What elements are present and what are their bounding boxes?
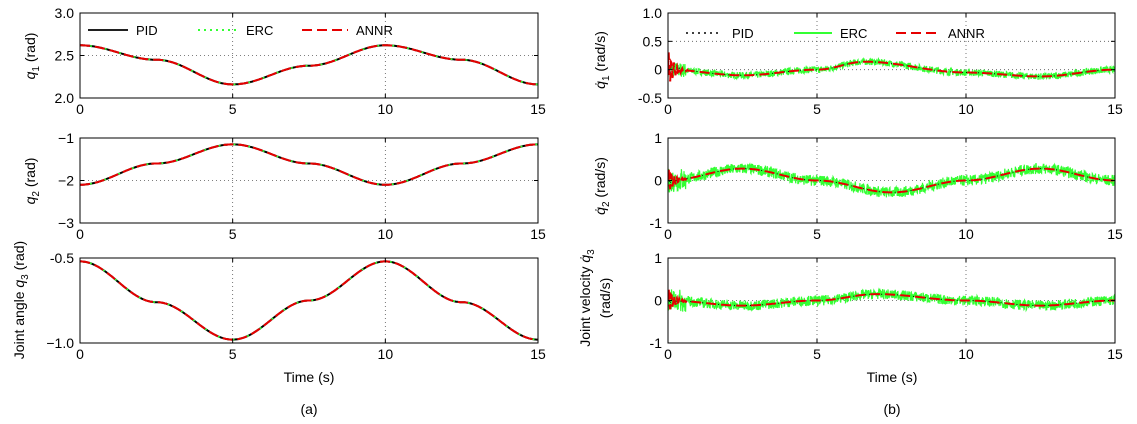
- plot-area-b1: [668, 52, 1115, 82]
- legend-b-annr-label: ANNR: [948, 26, 985, 41]
- panel-label-b: (b): [883, 401, 900, 417]
- xtick-label-b2: 5: [813, 226, 821, 242]
- plot-area-a1: [80, 44, 538, 86]
- series-erc-b2: [668, 162, 1115, 198]
- xtick-label-a1: 10: [378, 101, 394, 117]
- xtick-label-a2: 0: [76, 226, 84, 242]
- series-annr-a3: [80, 260, 538, 341]
- ylabel-q1: q1 (rad): [22, 33, 42, 80]
- xtick-label-b2: 0: [664, 226, 672, 242]
- xtick-label-a2: 10: [378, 226, 394, 242]
- plot-area-a3: [80, 260, 538, 341]
- axes-b2: 0 5 10 15-101: [650, 130, 1123, 242]
- ylabel-qdot3-line1: Joint velocity q̇3: [577, 249, 597, 347]
- xtick-label-b1: 10: [958, 101, 974, 117]
- xtick-label-b1: 0: [664, 101, 672, 117]
- xlabel-time-b: Time (s): [867, 369, 918, 385]
- xlabel-time-a: Time (s): [284, 369, 335, 385]
- legend-b: PID ERC ANNR: [686, 26, 985, 41]
- ylabel-q3: Joint angle q3 (rad): [11, 241, 31, 359]
- series-erc-b3: [668, 287, 1115, 313]
- xtick-label-a3: 15: [530, 346, 546, 362]
- series-annr-a1: [80, 44, 538, 86]
- xtick-label-a3: 5: [229, 346, 237, 362]
- legend-b-erc-label: ERC: [840, 26, 867, 41]
- xtick-label-a2: 15: [530, 226, 546, 242]
- ytick-label-b1: 0.5: [643, 33, 663, 49]
- ytick-label-b1: 0: [654, 62, 662, 78]
- xtick-label-b2: 10: [958, 226, 974, 242]
- ytick-label-b3: 0: [654, 293, 662, 309]
- plot-area-a2: [80, 143, 538, 186]
- ytick-label-b2: 0: [654, 173, 662, 189]
- axes-a3: 0 5 10 15 −1.0 -0.5: [46, 250, 546, 362]
- plot-area-b3: [668, 287, 1115, 313]
- ylabel-qdot2: q̇2 (rad/s): [592, 157, 612, 215]
- series-pid-b1: [668, 59, 1115, 77]
- axes-b3: 0 5 10 15-101: [650, 250, 1123, 362]
- xtick-label-a1: 0: [76, 101, 84, 117]
- legend-a-annr-label: ANNR: [356, 23, 393, 38]
- ytick-label-b3: 1: [654, 250, 662, 266]
- ytick-label-b2: -1: [650, 215, 663, 231]
- xtick-label-a1: 5: [229, 101, 237, 117]
- ylabel-q2: q2 (rad): [22, 158, 42, 205]
- ytick-label-a1: 3.0: [55, 5, 75, 21]
- ytick-label-a3: −1.0: [46, 335, 74, 351]
- axes-frame-b3: [667, 257, 1116, 344]
- axes-frame-b2: [667, 137, 1116, 224]
- ytick-label-a2: −2: [58, 173, 74, 189]
- ylabel-qdot1: q̇1 (rad/s): [592, 31, 612, 89]
- ytick-label-a1: 2.0: [55, 90, 75, 106]
- series-annr-b3: [668, 287, 1115, 310]
- ytick-label-a2: −1: [58, 130, 74, 146]
- ytick-label-b1: 1.0: [643, 5, 663, 21]
- series-pid-a2: [80, 143, 538, 186]
- ytick-label-a2: −3: [58, 215, 74, 231]
- ytick-label-a1: 2.5: [55, 48, 75, 64]
- ytick-label-b2: 1: [654, 130, 662, 146]
- panel-label-a: (a): [300, 401, 317, 417]
- xtick-label-a3: 0: [76, 346, 84, 362]
- xtick-label-b3: 0: [664, 346, 672, 362]
- axes-a1: 0 5 10 15 2.0 2.5 3.0: [55, 5, 546, 117]
- xtick-label-a1: 15: [530, 101, 546, 117]
- ytick-label-b1: -0.5: [638, 90, 662, 106]
- legend-b-pid-label: PID: [732, 26, 754, 41]
- xtick-label-a2: 5: [229, 226, 237, 242]
- series-annr-b2: [668, 167, 1115, 194]
- axes-frame-a3: [79, 257, 539, 344]
- xtick-label-b3: 15: [1107, 346, 1123, 362]
- ylabel-qdot3-line2: (rad/s): [597, 278, 613, 318]
- axes-a2: 0 5 10 15 −3 −2 −1: [58, 130, 546, 242]
- series-erc-b1: [668, 56, 1115, 81]
- ytick-label-a3: -0.5: [50, 250, 74, 266]
- ytick-label-b3: -1: [650, 335, 663, 351]
- series-pid-a1: [80, 44, 538, 86]
- xtick-label-b3: 10: [958, 346, 974, 362]
- legend-a-pid-label: PID: [136, 23, 158, 38]
- xtick-label-b3: 5: [813, 346, 821, 362]
- legend-a: PID ERC ANNR: [88, 23, 393, 38]
- axes-frame-b1: [667, 12, 1116, 99]
- series-annr-a2: [80, 143, 538, 186]
- legend-a-erc-label: ERC: [246, 23, 273, 38]
- xtick-label-b2: 15: [1107, 226, 1123, 242]
- xtick-label-b1: 5: [813, 101, 821, 117]
- xtick-label-a3: 10: [378, 346, 394, 362]
- plot-area-b2: [668, 162, 1115, 198]
- axes-b1: 0 5 10 15-0.500.51.0: [638, 5, 1123, 117]
- xtick-label-b1: 15: [1107, 101, 1123, 117]
